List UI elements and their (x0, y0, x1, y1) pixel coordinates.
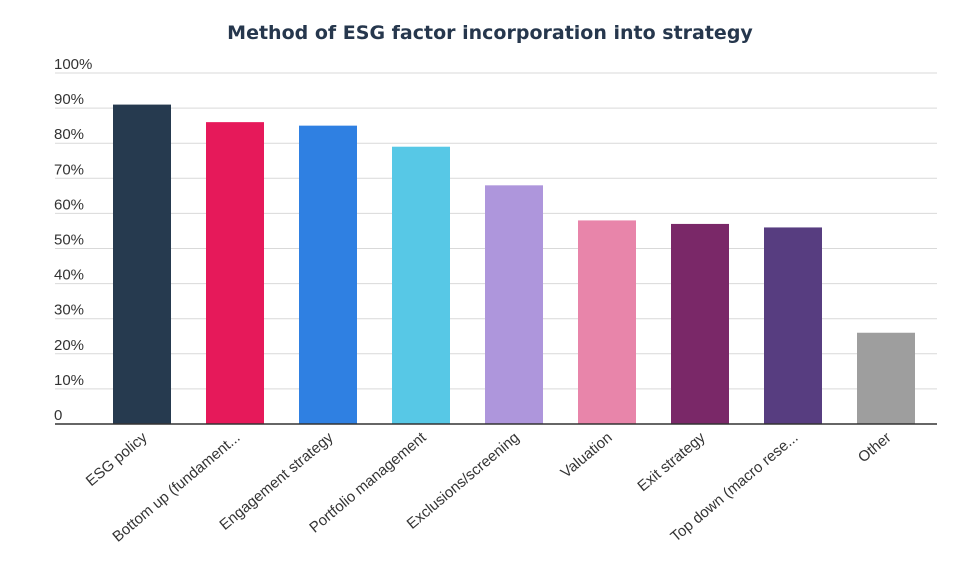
y-tick-label: 80% (54, 126, 84, 143)
chart-title: Method of ESG factor incorporation into … (227, 22, 753, 44)
bar (392, 146, 450, 424)
y-tick-label: 40% (54, 267, 84, 284)
bar (671, 223, 729, 424)
bar (206, 122, 264, 424)
y-tick-label: 30% (54, 302, 84, 319)
x-tick-label: Valuation (558, 429, 616, 482)
y-tick-label: 100% (54, 56, 92, 73)
x-tick-label: Exit strategy (634, 429, 709, 495)
y-tick-label: 90% (54, 91, 84, 108)
y-tick-label: 0 (54, 407, 62, 424)
y-tick-label: 10% (54, 372, 84, 389)
bar (299, 125, 357, 425)
bar (578, 220, 636, 424)
x-tick-label: Other (855, 429, 895, 466)
x-tick-label: ESG policy (83, 429, 151, 490)
bar (485, 185, 543, 424)
bar (764, 227, 822, 424)
y-tick-label: 60% (54, 196, 84, 213)
bar (857, 332, 915, 424)
y-tick-label: 50% (54, 232, 84, 249)
bar (113, 104, 171, 424)
y-tick-label: 20% (54, 337, 84, 354)
y-tick-label: 70% (54, 161, 84, 178)
